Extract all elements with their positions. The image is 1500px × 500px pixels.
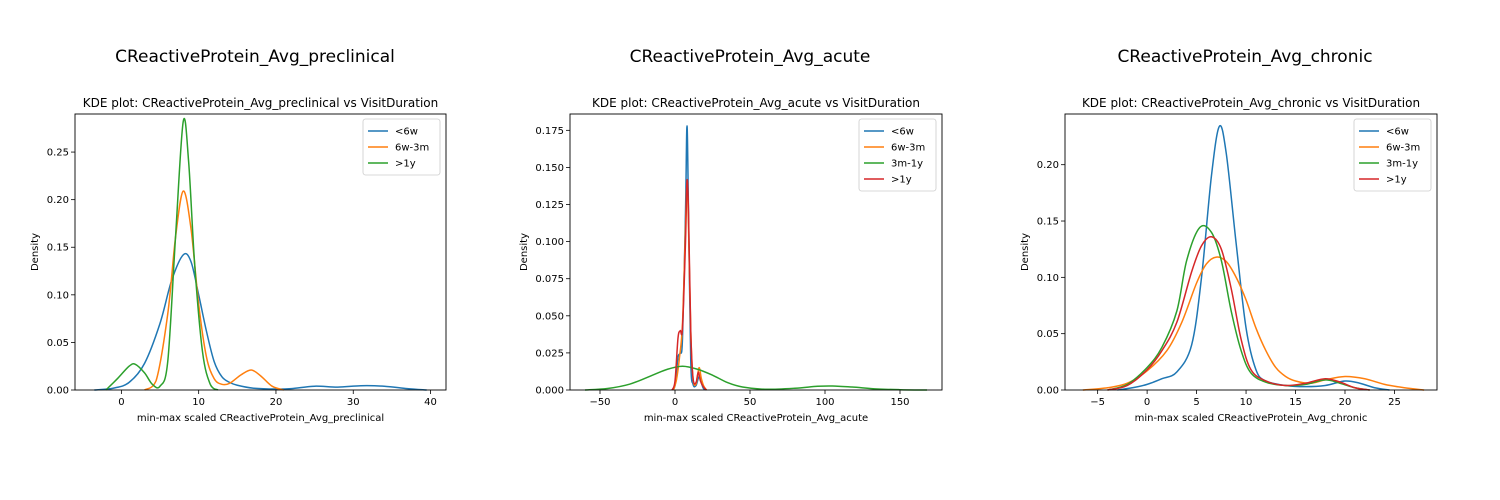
series-line-2 — [584, 365, 928, 391]
y-tick-label: 0.000 — [535, 386, 564, 397]
legend-label: >1y — [395, 159, 416, 170]
legend-label: 3m-1y — [891, 159, 923, 170]
panel-suptitle: CReactiveProtein_Avg_chronic — [1117, 47, 1372, 67]
y-tick-label: 0.05 — [1037, 329, 1059, 340]
chart-title: KDE plot: CReactiveProtein_Avg_preclinic… — [83, 96, 439, 110]
plot-frame — [1064, 113, 1438, 391]
series-lines — [94, 118, 427, 391]
axis-ticks: −50 0 50 100 150 0.000 0.025 0.050 0.075 0.100 0.1… — [535, 126, 909, 408]
x-tick-label: 50 — [744, 397, 757, 408]
series-line-3 — [1107, 236, 1370, 391]
legend-label: 6w-3m — [1386, 143, 1420, 154]
legend-label: >1y — [891, 175, 912, 186]
legend-label: <6w — [1386, 127, 1409, 138]
legend-label: >1y — [1386, 175, 1407, 186]
legend-box — [858, 118, 937, 192]
y-tick-label: 0.05 — [47, 338, 69, 349]
y-tick-label: 0.150 — [535, 163, 564, 174]
x-tick-label: 10 — [1240, 397, 1253, 408]
x-tick-label: 25 — [1388, 397, 1401, 408]
y-tick-label: 0.125 — [535, 200, 564, 211]
x-tick-label: 15 — [1289, 397, 1302, 408]
y-tick-label: 0.10 — [1037, 273, 1059, 284]
x-axis-label: min-max scaled CReactiveProtein_Avg_acut… — [644, 413, 868, 424]
series-line-0 — [1117, 124, 1390, 391]
x-tick-label: 150 — [890, 397, 909, 408]
y-tick-label: 0.10 — [47, 290, 69, 301]
x-tick-label: 30 — [347, 397, 360, 408]
y-tick-label: 0.15 — [47, 243, 69, 254]
legend-label: <6w — [891, 127, 914, 138]
y-tick-label: 0.00 — [1037, 386, 1059, 397]
legend: <6w 6w-3m 3m-1y >1y — [858, 118, 937, 192]
y-tick-label: 0.100 — [535, 237, 564, 248]
plot-frame — [569, 113, 943, 391]
x-tick-label: 0 — [1144, 397, 1150, 408]
x-axis-label: min-max scaled CReactiveProtein_Avg_chro… — [1135, 413, 1368, 424]
x-tick-label: 0 — [118, 397, 124, 408]
series-line-2 — [105, 118, 219, 391]
series-line-3 — [671, 178, 708, 391]
legend-label: 6w-3m — [395, 143, 429, 154]
series-lines — [584, 125, 928, 391]
legend: <6w 6w-3m >1y — [362, 118, 441, 176]
x-tick-label: 40 — [424, 397, 437, 408]
chart-panel-chronic: CReactiveProtein_Avg_chronic KDE plot: C… — [1020, 47, 1438, 424]
legend: <6w 6w-3m 3m-1y >1y — [1353, 118, 1432, 192]
legend-label: 6w-3m — [891, 143, 925, 154]
y-tick-label: 0.15 — [1037, 217, 1059, 228]
axis-ticks: 0 10 20 30 40 0.00 0.05 0.10 0.15 0.20 0.25 — [47, 148, 437, 408]
axis-ticks: −5 0 5 10 15 20 25 0.00 0.05 0.10 0.15 0.20 — [1037, 160, 1401, 408]
panel-suptitle: CReactiveProtein_Avg_preclinical — [115, 47, 395, 67]
series-line-0 — [94, 252, 427, 391]
x-tick-label: 10 — [192, 397, 205, 408]
x-tick-label: 20 — [1339, 397, 1352, 408]
y-tick-label: 0.025 — [535, 348, 564, 359]
x-axis-label: min-max scaled CReactiveProtein_Avg_prec… — [137, 413, 384, 424]
panel-suptitle: CReactiveProtein_Avg_acute — [630, 47, 871, 67]
y-tick-label: 0.075 — [535, 274, 564, 285]
chart-panel-preclinical: CReactiveProtein_Avg_preclinical KDE plo… — [30, 47, 447, 424]
y-tick-label: 0.00 — [47, 386, 69, 397]
legend-box — [1353, 118, 1432, 192]
y-axis-label: Density — [30, 233, 41, 271]
x-tick-label: 5 — [1193, 397, 1199, 408]
series-line-1 — [1082, 256, 1425, 391]
chart-panel-acute: CReactiveProtein_Avg_acute KDE plot: CRe… — [519, 47, 943, 424]
x-tick-label: −50 — [589, 397, 610, 408]
y-tick-label: 0.25 — [47, 148, 69, 159]
series-line-2 — [1107, 224, 1370, 391]
x-tick-label: 20 — [270, 397, 283, 408]
plot-frame — [74, 113, 447, 391]
chart-title: KDE plot: CReactiveProtein_Avg_acute vs … — [592, 96, 920, 110]
legend-label: <6w — [395, 127, 418, 138]
x-tick-label: 0 — [672, 397, 678, 408]
series-lines — [1082, 124, 1425, 391]
legend-box — [362, 118, 441, 176]
x-tick-label: 100 — [815, 397, 834, 408]
y-tick-label: 0.175 — [535, 126, 564, 137]
x-tick-label: −5 — [1090, 397, 1105, 408]
y-tick-label: 0.20 — [1037, 160, 1059, 171]
y-tick-label: 0.050 — [535, 311, 564, 322]
y-tick-label: 0.20 — [47, 195, 69, 206]
y-axis-label: Density — [519, 233, 530, 271]
series-line-1 — [144, 190, 284, 391]
y-axis-label: Density — [1020, 233, 1031, 271]
chart-title: KDE plot: CReactiveProtein_Avg_chronic v… — [1082, 96, 1420, 110]
legend-label: 3m-1y — [1386, 159, 1418, 170]
